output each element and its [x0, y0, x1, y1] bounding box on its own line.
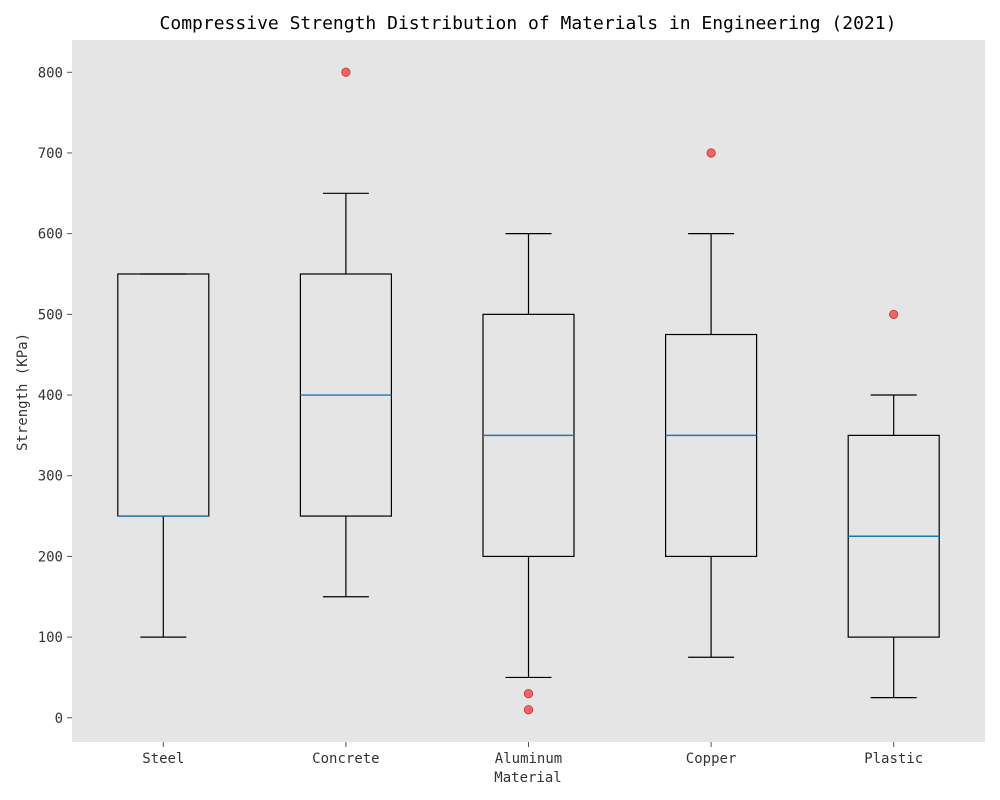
- y-tick-label: 800: [38, 65, 63, 81]
- box-concrete: [299, 67, 392, 598]
- iqr-box: [664, 333, 758, 558]
- y-tick-label: 600: [38, 227, 63, 243]
- outlier-point: [706, 148, 716, 158]
- y-axis-label: Strength (KPa): [15, 333, 31, 451]
- chart-title: Compressive Strength Distribution of Mat…: [160, 13, 897, 34]
- box-aluminum: [482, 233, 575, 715]
- box-steel: [117, 273, 210, 638]
- y-tick-label: 100: [38, 630, 63, 646]
- y-tick-label: 500: [38, 307, 63, 323]
- y-tick-label: 200: [38, 549, 63, 565]
- x-tick-label: Aluminum: [495, 751, 562, 767]
- x-tick-label: Concrete: [312, 751, 379, 767]
- y-tick-label: 0: [55, 711, 63, 727]
- x-tick-label: Steel: [142, 751, 184, 767]
- outlier-point: [523, 688, 534, 699]
- y-axis: 0 100 200 300 400 500 600 700 800: [38, 65, 72, 727]
- x-tick-label: Copper: [686, 751, 737, 767]
- outlier-point: [889, 309, 899, 319]
- x-axis-label: Material: [494, 770, 561, 786]
- box-copper: [664, 148, 758, 658]
- x-tick-label: Plastic: [864, 751, 923, 767]
- outlier-point: [523, 705, 534, 715]
- x-axis: Steel Concrete Aluminum Copper Plastic: [142, 742, 923, 767]
- y-tick-label: 700: [38, 146, 63, 162]
- y-tick-label: 300: [38, 469, 63, 485]
- outlier-point: [341, 67, 351, 77]
- box-plastic: [847, 309, 940, 699]
- boxes: [117, 67, 940, 715]
- y-tick-label: 400: [38, 388, 63, 404]
